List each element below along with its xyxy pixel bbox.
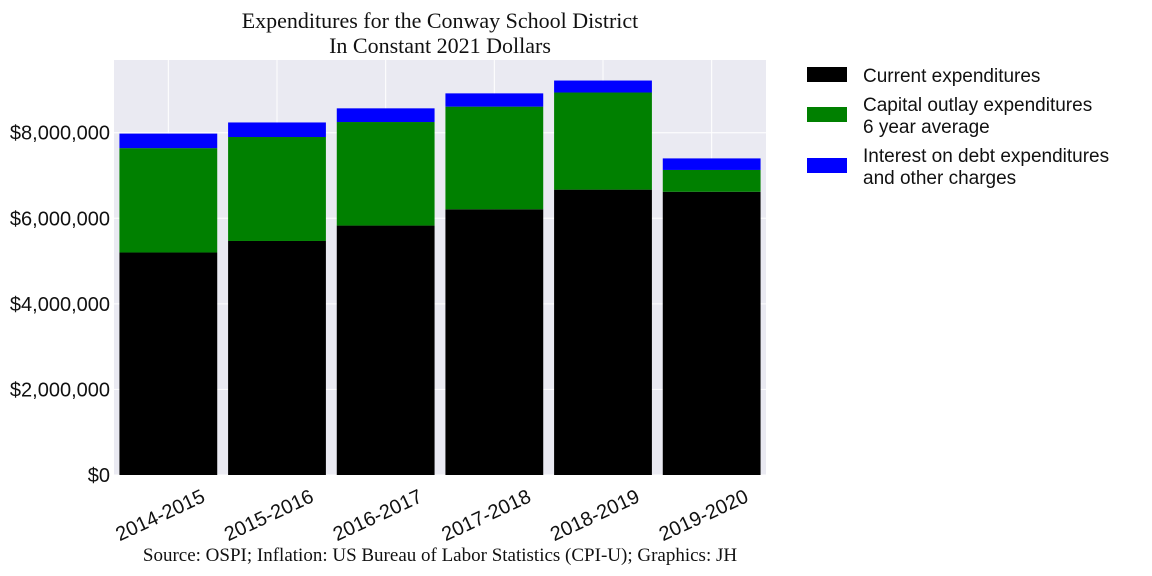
bar-current-2019-2020 <box>662 191 761 475</box>
x-tick-label: 2019-2020 <box>656 486 752 546</box>
legend-swatch <box>807 158 847 173</box>
x-axis-ticks: 2014-2015 2015-2016 2016-2017 2017-2018 2018… <box>112 486 751 546</box>
bar-interest-2017-2018 <box>445 93 544 107</box>
bar-capital-2014-2015 <box>119 148 218 253</box>
bar-capital-2019-2020 <box>662 169 761 192</box>
y-tick-label: $0 <box>88 465 110 487</box>
bar-interest-2016-2017 <box>336 108 435 123</box>
bar-current-2017-2018 <box>445 209 544 475</box>
bar-current-2018-2019 <box>554 189 652 475</box>
legend-label: Capital outlay expenditures <box>863 95 1092 116</box>
bars <box>119 80 761 475</box>
legend-swatch <box>807 107 847 122</box>
source-note: Source: OSPI; Inflation: US Bureau of La… <box>143 545 737 566</box>
bar-capital-2016-2017 <box>336 122 435 226</box>
legend-label: Current expenditures <box>863 66 1040 87</box>
x-tick-label: 2014-2015 <box>112 486 208 546</box>
y-tick-label: $8,000,000 <box>10 123 110 145</box>
bar-capital-2018-2019 <box>554 92 652 190</box>
legend-label: and other charges <box>863 168 1016 189</box>
plot-area <box>114 60 766 475</box>
x-tick-label: 2015-2016 <box>221 486 317 546</box>
x-tick-label: 2018-2019 <box>547 486 643 546</box>
legend-label: Interest on debt expenditures <box>863 146 1109 167</box>
x-tick-label: 2016-2017 <box>330 486 426 546</box>
bar-current-2016-2017 <box>336 225 435 475</box>
chart-subtitle: In Constant 2021 Dollars <box>329 33 551 58</box>
y-tick-label: $4,000,000 <box>10 294 110 316</box>
x-tick-label: 2017-2018 <box>438 486 534 546</box>
y-tick-label: $6,000,000 <box>10 208 110 230</box>
legend-swatch <box>807 67 847 82</box>
bar-current-2015-2016 <box>228 240 326 475</box>
y-axis-ticks: $0 $2,000,000 $4,000,000 $6,000,000 $8,000,0… <box>10 123 110 487</box>
bar-current-2014-2015 <box>119 252 218 475</box>
bar-capital-2017-2018 <box>445 106 544 210</box>
bar-interest-2019-2020 <box>662 158 761 170</box>
y-tick-label: $2,000,000 <box>10 379 110 401</box>
chart-title: Expenditures for the Conway School Distr… <box>242 8 639 33</box>
bar-interest-2018-2019 <box>554 80 652 93</box>
bar-interest-2014-2015 <box>119 133 218 149</box>
legend-label: 6 year average <box>863 117 990 138</box>
bar-capital-2015-2016 <box>228 137 326 241</box>
legend: Current expenditures Capital outlay expen… <box>807 66 1109 189</box>
bar-interest-2015-2016 <box>228 122 326 138</box>
